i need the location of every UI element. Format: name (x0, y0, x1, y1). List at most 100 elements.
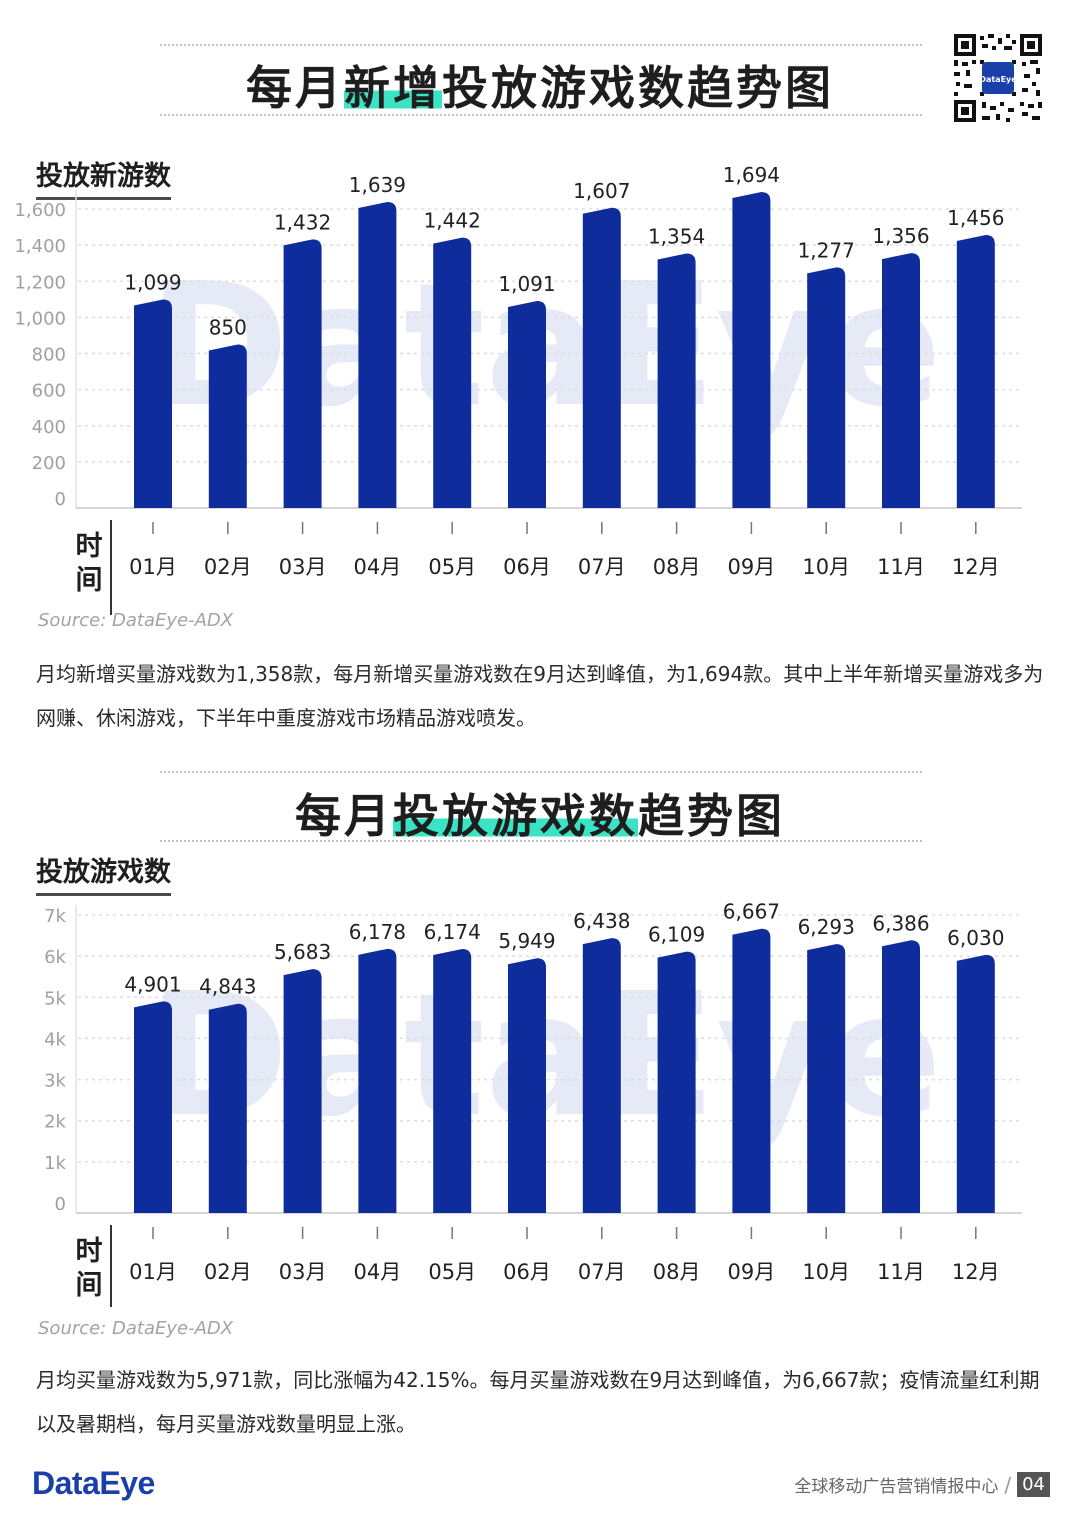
data-label: 6,293 (798, 915, 855, 939)
chart1: DataEye02004006008001,0001,2001,4001,600… (14, 163, 1022, 615)
y-tick-label: 2k (44, 1112, 66, 1133)
data-label: 1,639 (349, 173, 406, 197)
x-tick-label: 03月 (279, 555, 327, 579)
bar (134, 1001, 172, 1213)
bar (732, 192, 771, 508)
y-tick-label: 1,400 (14, 236, 66, 257)
chart2-source: Source: DataEye-ADX (38, 1318, 234, 1339)
data-label: 1,694 (723, 163, 780, 187)
bar (882, 253, 920, 508)
chart2-xlabel: 时间 (75, 1236, 103, 1301)
x-tick-label: 05月 (428, 1260, 476, 1284)
x-tick-label: 02月 (204, 1260, 252, 1284)
y-tick-label: 600 (32, 381, 66, 402)
chart2-description: 月均买量游戏数为5,971款，同比涨幅为42.15%。每月买量游戏数在9月达到峰… (36, 1368, 1040, 1436)
x-tick-label: 09月 (728, 555, 776, 579)
footer-divider: / (1004, 1472, 1012, 1497)
bar (882, 940, 920, 1213)
bar (134, 299, 172, 508)
svg-text:DataEye: DataEye (979, 75, 1017, 84)
title-rule-top-1 (160, 44, 922, 46)
title-rule-top-2 (160, 771, 922, 773)
bar (433, 948, 472, 1213)
x-tick-label: 08月 (653, 555, 701, 579)
bar (508, 958, 546, 1213)
data-label: 5,949 (498, 929, 555, 953)
data-label: 6,386 (872, 911, 929, 935)
chart1-xlabel: 时间 (75, 531, 103, 596)
data-label: 6,667 (723, 900, 780, 924)
bar (208, 344, 247, 508)
x-tick-label: 09月 (728, 1260, 776, 1284)
chart2: DataEye01k2k3k4k5k6k7k4,90101月4,84302月5,… (44, 900, 1022, 1307)
y-tick-label: 7k (44, 906, 66, 927)
bar (657, 253, 696, 508)
bar (657, 951, 696, 1213)
page-title-top: 每月新增投放游戏数趋势图 (246, 61, 834, 115)
title-rule-bottom-1 (160, 114, 922, 116)
x-tick-label: 07月 (578, 1260, 626, 1284)
x-tick-label: 01月 (129, 1260, 177, 1284)
chart1-description: 月均新增买量游戏数为1,358款，每月新增买量游戏数在9月达到峰值，为1,694… (36, 662, 1044, 730)
data-label: 6,438 (573, 909, 630, 933)
bar (956, 954, 995, 1213)
y-tick-label: 0 (55, 1194, 66, 1215)
qr-code-icon: DataEye (952, 32, 1044, 124)
bar (283, 969, 322, 1213)
y-tick-label: 400 (32, 417, 66, 438)
data-label: 1,442 (424, 209, 481, 233)
data-label: 1,099 (124, 271, 181, 295)
x-tick-label: 01月 (129, 555, 177, 579)
bar (732, 928, 771, 1213)
x-tick-label: 02月 (204, 555, 252, 579)
bar (508, 300, 546, 508)
bar (433, 237, 472, 508)
data-label: 5,683 (274, 940, 331, 964)
data-label: 6,178 (349, 920, 406, 944)
x-tick-label: 10月 (802, 555, 850, 579)
x-tick-label: 03月 (279, 1260, 327, 1284)
title-rule-bottom-2 (160, 840, 922, 842)
footer-tagline: 全球移动广告营销情报中心 (794, 1477, 999, 1497)
y-tick-label: 4k (44, 1029, 66, 1050)
bar (582, 938, 621, 1213)
page-title-bottom: 每月投放游戏数趋势图 (295, 789, 785, 843)
y-tick-label: 3k (44, 1071, 66, 1092)
data-label: 6,109 (648, 923, 705, 947)
title-highlight: 投放游戏数 (393, 789, 638, 843)
y-tick-label: 0 (55, 489, 66, 510)
bar (807, 267, 846, 508)
data-label: 4,843 (199, 975, 256, 999)
data-label: 1,607 (573, 179, 630, 203)
x-tick-label: 04月 (354, 1260, 402, 1284)
x-tick-label: 04月 (354, 555, 402, 579)
y-tick-label: 5k (44, 988, 66, 1009)
data-label: 6,174 (424, 920, 481, 944)
data-label: 1,432 (274, 210, 331, 234)
x-tick-label: 11月 (877, 1260, 925, 1284)
y-tick-label: 200 (32, 453, 66, 474)
bar (956, 235, 995, 508)
x-tick-label: 12月 (952, 1260, 1000, 1284)
x-tick-label: 07月 (578, 555, 626, 579)
y-tick-label: 1,000 (14, 308, 66, 329)
data-label: 1,354 (648, 224, 705, 248)
x-tick-label: 10月 (802, 1260, 850, 1284)
chart1-source: Source: DataEye-ADX (38, 610, 234, 631)
y-tick-label: 1k (44, 1153, 66, 1174)
bar (358, 948, 397, 1213)
x-tick-label: 06月 (503, 1260, 551, 1284)
bar (807, 944, 846, 1213)
data-label: 1,277 (798, 238, 855, 262)
bar (582, 207, 621, 508)
x-tick-label: 08月 (653, 1260, 701, 1284)
data-label: 850 (209, 315, 247, 339)
chart1-title: 投放新游数 (36, 154, 171, 200)
page-number: 04 (1017, 1472, 1050, 1497)
y-tick-label: 1,600 (14, 200, 66, 221)
data-label: 6,030 (947, 926, 1004, 950)
bar (358, 201, 397, 508)
x-tick-label: 12月 (952, 555, 1000, 579)
bar (283, 239, 322, 508)
data-label: 1,091 (498, 272, 555, 296)
